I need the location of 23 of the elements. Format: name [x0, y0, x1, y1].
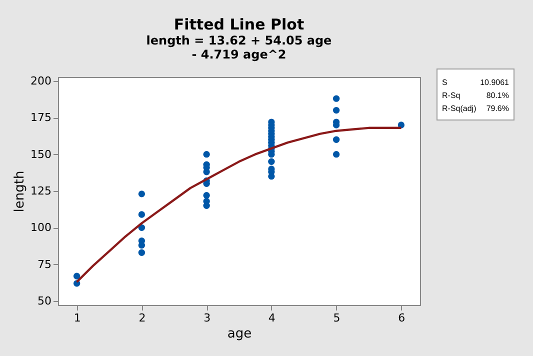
- y-tick-label: 100: [30, 221, 52, 234]
- x-tick-label: 2: [138, 312, 146, 324]
- y-tick-label: 50: [38, 294, 52, 308]
- text: 79.6%: [486, 104, 509, 113]
- y-tick-label: 200: [30, 74, 52, 88]
- text: S: [442, 78, 448, 87]
- text: R-Sq(adj): [442, 104, 477, 113]
- x-tick-label: 1: [74, 312, 81, 324]
- x-axis-title: age: [227, 326, 252, 342]
- x-tick-label: 4: [268, 312, 276, 324]
- y-tick-label: 150: [30, 148, 52, 161]
- text: R-Sq: [442, 91, 460, 100]
- y-tick-label: 75: [38, 258, 52, 271]
- chart-subtitle: length = 13.62 + 54.05 age - 4.719 age^2: [146, 34, 332, 62]
- text: 80.1%: [486, 91, 509, 100]
- text: 10.9061: [480, 78, 510, 87]
- chart-title: Fitted Line Plot: [174, 16, 304, 34]
- y-tick-label: 175: [30, 111, 52, 124]
- y-tick-label: 125: [30, 184, 52, 198]
- y-axis-title: length: [12, 170, 28, 212]
- x-tick-label: 5: [333, 312, 340, 324]
- x-tick-label: 3: [204, 312, 211, 324]
- x-tick-label: 6: [398, 312, 406, 324]
